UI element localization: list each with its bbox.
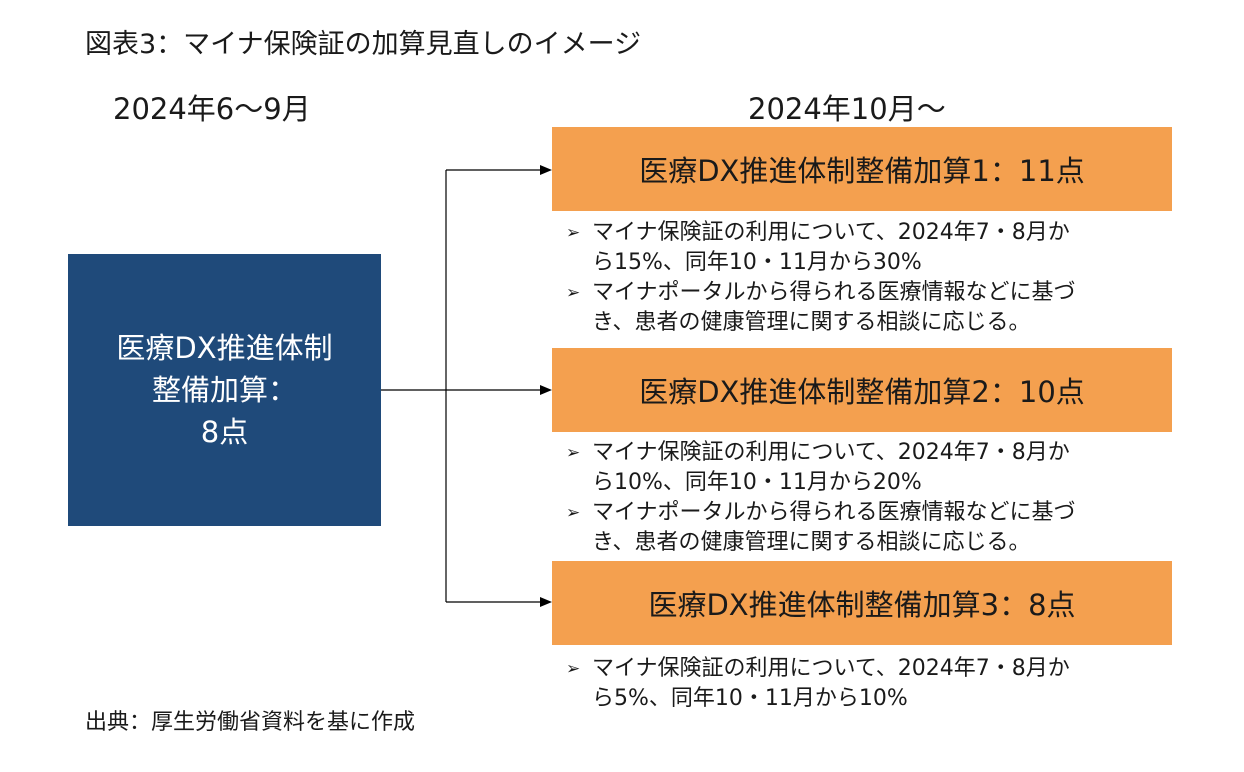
arrowhead-3 [540,597,552,607]
current-addition-line: 8点 [200,415,249,449]
requirement-line: マイナ保険証の利用について、2024年7・8月か [592,656,1070,681]
requirement-line: マイナポータルから得られる医療情報などに基づ [592,280,1076,305]
addition-option-1-box: 医療DX推進体制整備加算1：11点 [552,127,1172,211]
arrowhead-1 [540,165,552,175]
requirement-line: ら5%、同年10・11月から10% [592,686,908,711]
addition-option-2-notes: ➢ マイナ保険証の利用について、2024年7・8月か ら10%、同年10・11月… [566,438,1186,558]
addition-option-3-box: 医療DX推進体制整備加算3：8点 [552,561,1172,645]
bullet-arrow-icon: ➢ [566,283,581,303]
requirement-line: ら15%、同年10・11月から30% [592,250,922,275]
requirement-item: ➢ マイナポータルから得られる医療情報などに基づ き、患者の健康管理に関する相談… [566,278,1186,338]
addition-option-3-notes: ➢ マイナ保険証の利用について、2024年7・8月か ら5%、同年10・11月か… [566,654,1186,714]
requirement-line: ら10%、同年10・11月から20% [592,470,922,495]
requirement-item: ➢ マイナポータルから得られる医療情報などに基づ き、患者の健康管理に関する相談… [566,498,1186,558]
requirement-line: き、患者の健康管理に関する相談に応じる。 [592,310,1031,335]
bullet-arrow-icon: ➢ [566,503,581,523]
current-addition-box: 医療DX推進体制 整備加算： 8点 [68,254,381,526]
requirement-item: ➢ マイナ保険証の利用について、2024年7・8月か ら15%、同年10・11月… [566,218,1186,278]
requirement-item: ➢ マイナ保険証の利用について、2024年7・8月か ら5%、同年10・11月か… [566,654,1186,714]
right-period-heading: 2024年10月〜 [748,92,946,126]
requirement-line: マイナ保険証の利用について、2024年7・8月か [592,220,1070,245]
arrowhead-2 [540,385,552,395]
current-addition-line: 整備加算： [151,373,297,407]
diagram-title: 図表3：マイナ保険証の加算見直しのイメージ [85,29,642,60]
bullet-arrow-icon: ➢ [566,223,581,243]
requirement-line: き、患者の健康管理に関する相談に応じる。 [592,530,1031,555]
requirement-item: ➢ マイナ保険証の利用について、2024年7・8月か ら10%、同年10・11月… [566,438,1186,498]
left-period-heading: 2024年6〜9月 [113,92,311,126]
bullet-arrow-icon: ➢ [566,443,581,463]
current-addition-line: 医療DX推進体制 [116,331,333,365]
requirement-line: マイナ保険証の利用について、2024年7・8月か [592,440,1070,465]
addition-option-2-box: 医療DX推進体制整備加算2：10点 [552,348,1172,432]
bullet-arrow-icon: ➢ [566,659,581,679]
source-note: 出典：厚生労働省資料を基に作成 [85,710,416,735]
requirement-line: マイナポータルから得られる医療情報などに基づ [592,500,1076,525]
addition-option-1-notes: ➢ マイナ保険証の利用について、2024年7・8月か ら15%、同年10・11月… [566,218,1186,338]
